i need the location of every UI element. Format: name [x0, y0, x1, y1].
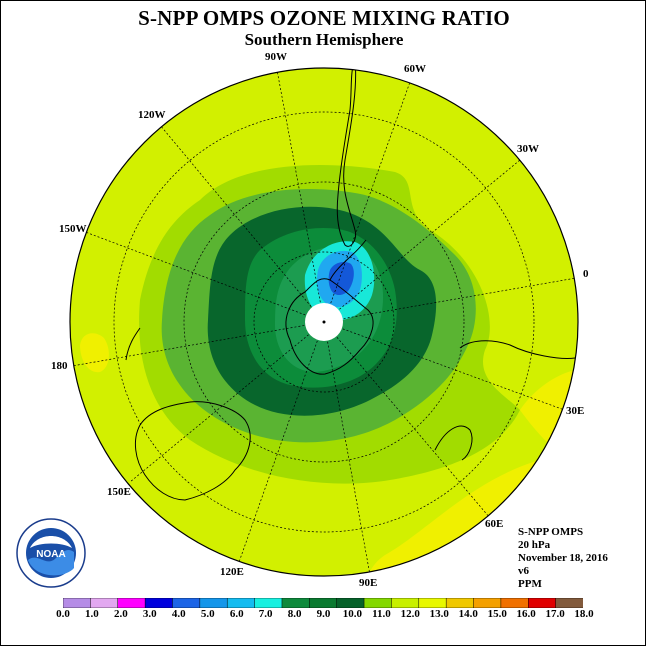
globe-outline: [69, 67, 579, 577]
colorbar-swatch-6: [226, 598, 256, 608]
info-instrument: S-NPP OMPS: [518, 526, 584, 538]
band-core: [328, 262, 354, 296]
colorbar-swatch-15: [473, 598, 502, 608]
coastlines: [125, 68, 576, 501]
map-subtitle: Southern Hemisphere: [244, 30, 404, 49]
colorbar-label-13: 13.0: [429, 608, 449, 620]
colorbar-label-2: 2.0: [114, 608, 128, 620]
info-level: 20 hPa: [518, 539, 551, 551]
colorbar-label-1: 1.0: [85, 608, 99, 620]
colorbar-swatch-9: [309, 598, 338, 608]
info-block: S-NPP OMPS 20 hPa November 18, 2016 v6 P…: [518, 526, 608, 591]
logo-text: NOAA: [36, 549, 65, 560]
lon-label-150e: 150E: [107, 486, 131, 498]
colorbar-label-6: 6.0: [229, 608, 244, 620]
colorbar-label-9: 9.0: [316, 608, 331, 620]
colorbar-swatch-0: [63, 598, 91, 608]
lon-label-60e: 60E: [485, 518, 504, 530]
colorbar-swatch-8: [281, 598, 310, 608]
info-units: PPM: [518, 578, 542, 590]
noaa-logo: NOAA: [16, 518, 86, 588]
lon-label-180: 180: [51, 360, 68, 372]
colorbar-label-8: 8.0: [287, 608, 302, 620]
colorbar-label-4: 4.0: [171, 608, 186, 620]
new-zealand: [125, 327, 141, 361]
colorbar-label-15: 15.0: [487, 608, 507, 620]
colorbar-swatch-3: [144, 598, 174, 608]
colorbar-label-0: 0.0: [56, 608, 70, 620]
colorbar-swatch-16: [500, 598, 529, 608]
colorbar-swatch-12: [391, 598, 420, 608]
colorbar-swatch-13: [418, 598, 447, 608]
lon-label-120w: 120W: [138, 109, 166, 121]
lon-label-0: 0: [583, 268, 589, 280]
colorbar-swatch-2: [117, 598, 146, 608]
colorbar-label-18: 18.0: [574, 608, 594, 620]
colorbar-swatch-5: [199, 598, 228, 608]
colorbar-label-3: 3.0: [142, 608, 157, 620]
colorbar-swatch-17: [528, 598, 557, 608]
colorbar-label-10: 10.0: [342, 608, 363, 620]
indian-ocean-coast: [434, 425, 473, 461]
colorbar-swatch-4: [172, 598, 201, 608]
lon-label-120e: 120E: [220, 566, 244, 578]
info-date: November 18, 2016: [518, 552, 608, 564]
south-america: [336, 68, 357, 247]
graticule: [71, 69, 577, 576]
lon-label-30e: 30E: [566, 405, 585, 417]
lon-label-90e: 90E: [359, 577, 378, 589]
colorbar-label-16: 16.0: [516, 608, 536, 620]
colorbar-label-12: 12.0: [400, 608, 420, 620]
colorbar-swatch-7: [254, 598, 283, 608]
colorbar-swatch-11: [363, 598, 392, 608]
colorbar: [63, 598, 583, 608]
map-title: S-NPP OMPS OZONE MIXING RATIO: [138, 6, 510, 30]
africa-tip: [459, 340, 576, 359]
australia: [134, 401, 251, 501]
colorbar-swatch-1: [90, 598, 119, 608]
colorbar-label-17: 17.0: [545, 608, 565, 620]
colorbar-label-7: 7.0: [258, 608, 273, 620]
lon-label-30w: 30W: [517, 143, 539, 155]
antarctic-peninsula: [329, 239, 367, 281]
colorbar-label-5: 5.0: [200, 608, 215, 620]
pole-marker: [322, 320, 326, 324]
colorbar-label-14: 14.0: [458, 608, 478, 620]
colorbar-label-11: 11.0: [372, 608, 391, 620]
lon-label-150w: 150W: [59, 223, 87, 235]
colorbar-swatch-14: [445, 598, 475, 608]
lon-label-60w: 60W: [404, 63, 426, 75]
colorbar-swatch-18: [555, 598, 583, 608]
antarctica-coast: [285, 278, 374, 375]
info-version: v6: [518, 565, 529, 577]
lon-label-90w: 90W: [265, 51, 287, 63]
high-west: [80, 333, 109, 373]
colorbar-swatch-10: [336, 598, 365, 608]
